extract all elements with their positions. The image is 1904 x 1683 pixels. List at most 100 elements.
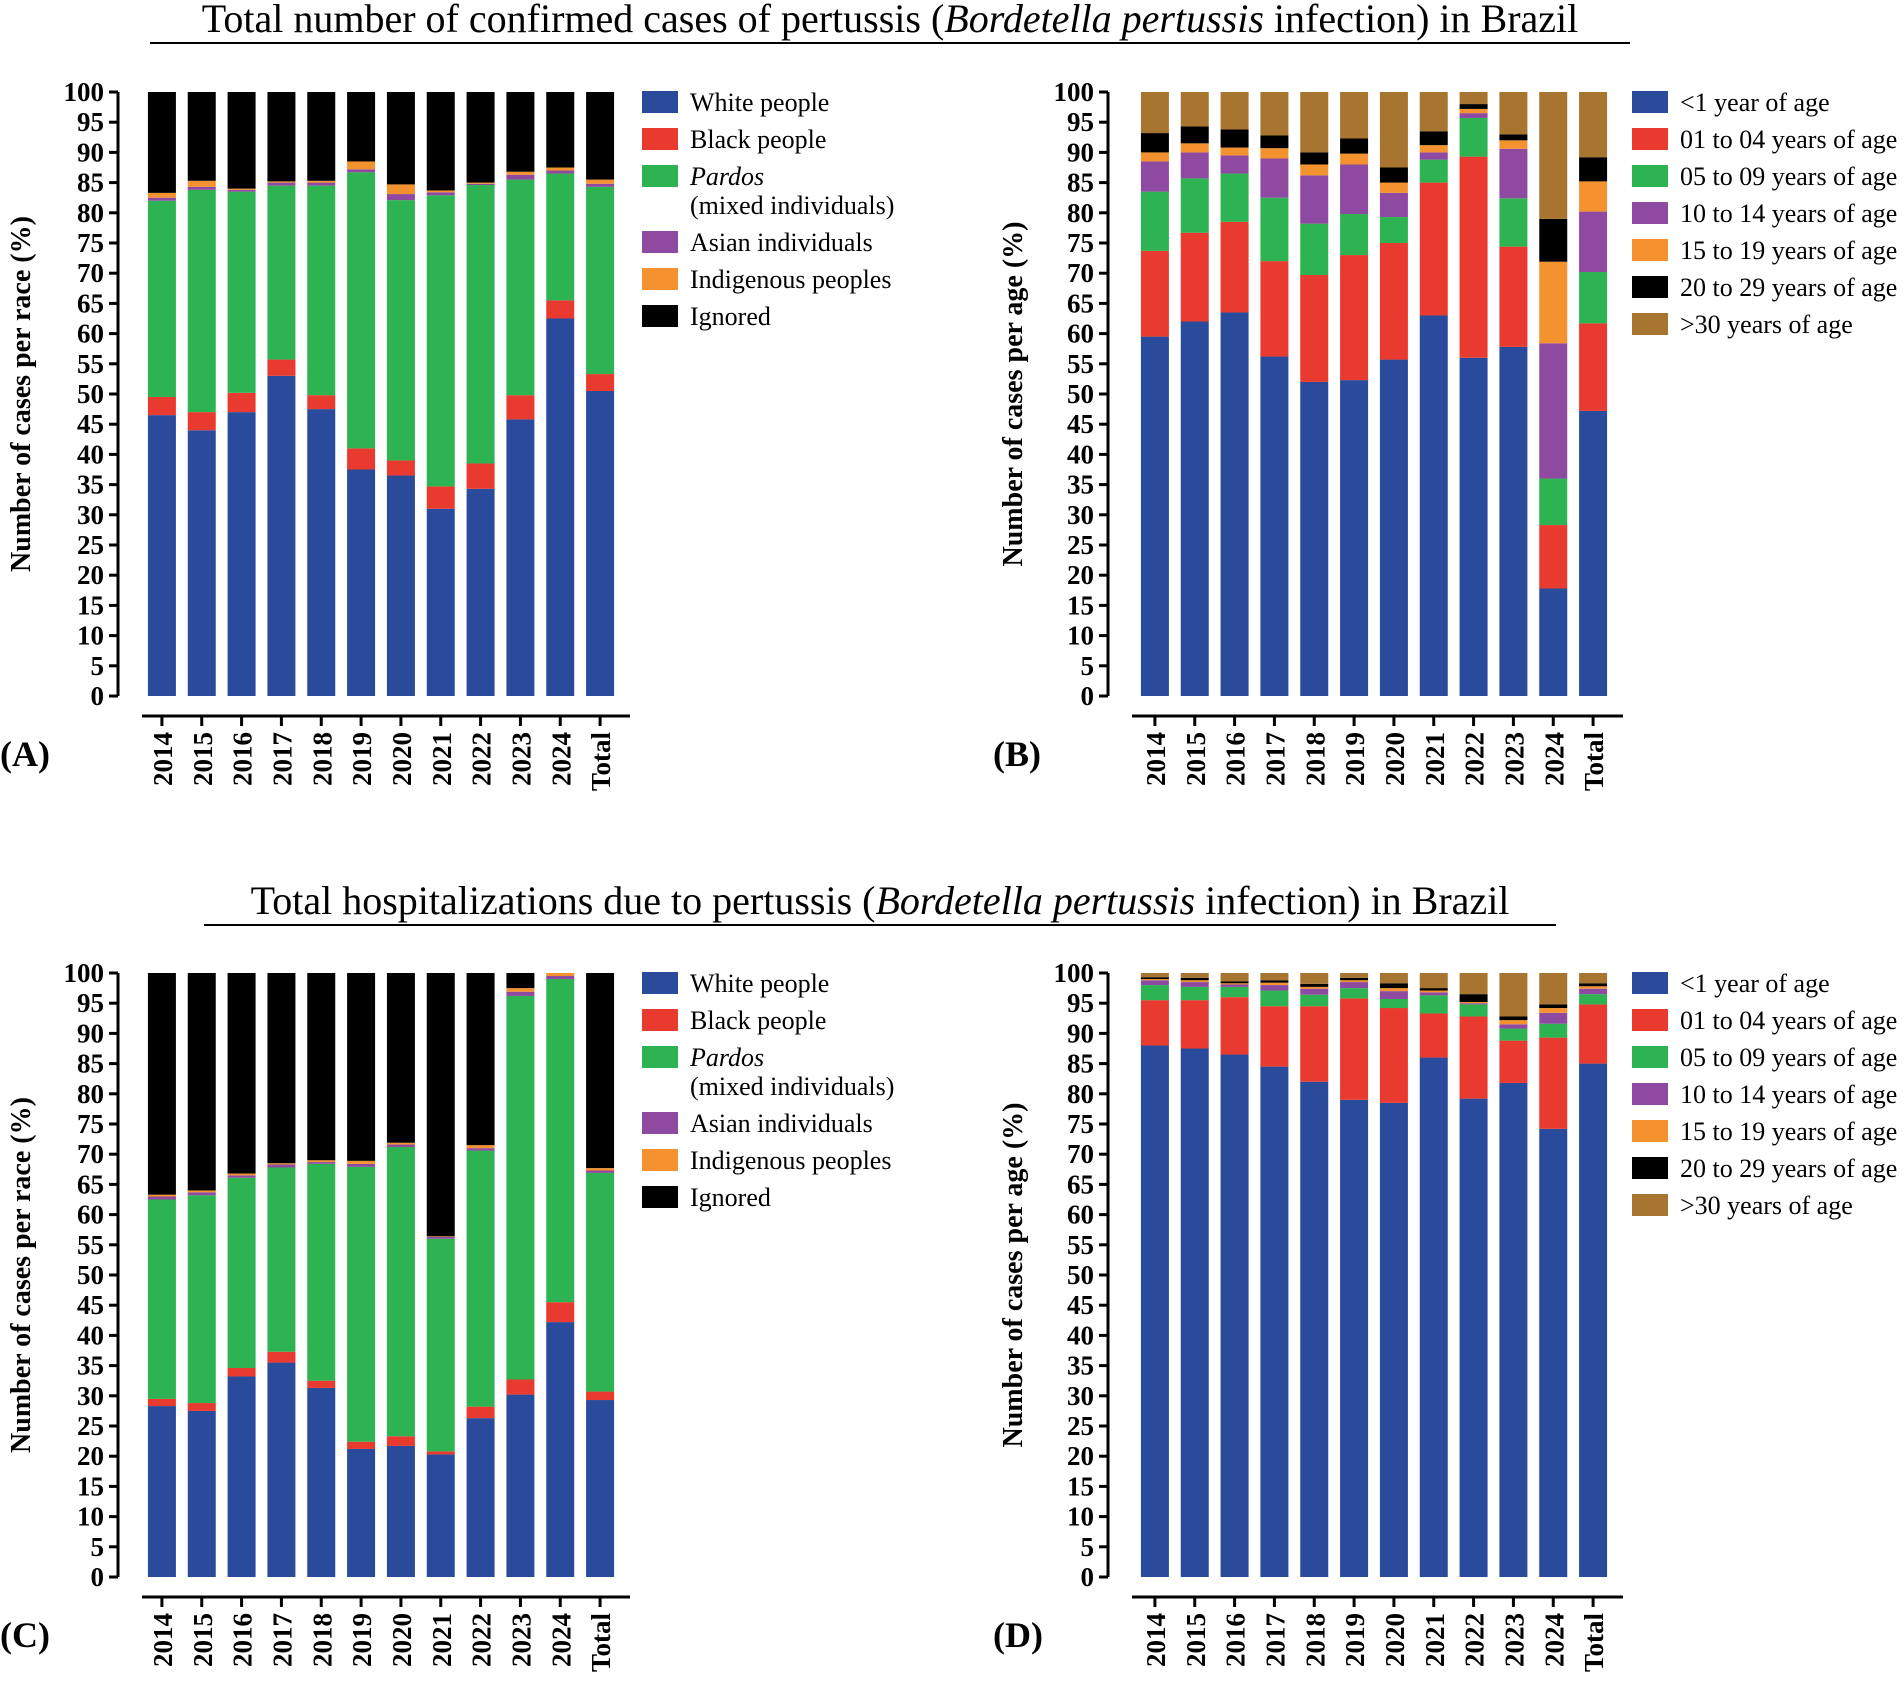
legend-swatch — [642, 1009, 678, 1031]
bar-segment — [187, 1190, 216, 1193]
legend-label: White people — [690, 969, 829, 998]
bar-segment — [1340, 988, 1369, 999]
x-tick-label: 2015 — [1181, 732, 1211, 786]
bar-segment — [386, 1146, 415, 1437]
y-tick-label: 85 — [77, 168, 104, 198]
bar-segment — [147, 973, 176, 1195]
bar-segment — [187, 412, 216, 431]
bar-segment — [1459, 973, 1488, 995]
bar-segment — [1220, 92, 1249, 130]
bar-segment — [1379, 192, 1408, 218]
bar-segment — [1499, 148, 1528, 199]
bar-segment — [1340, 153, 1369, 165]
bar-segment — [1419, 315, 1448, 696]
x-tick-label: Total — [586, 732, 616, 792]
x-tick-label: 2024 — [546, 1613, 576, 1667]
bar-segment — [546, 979, 575, 1303]
y-tick-label: 75 — [77, 1109, 104, 1139]
y-tick-label: 95 — [1067, 107, 1094, 137]
y-tick-label: 35 — [1067, 1351, 1094, 1381]
y-tick-label: 30 — [1067, 500, 1094, 530]
bar-segment — [1140, 133, 1169, 153]
legend-swatch — [1632, 276, 1668, 298]
x-tick-label: 2023 — [506, 732, 536, 786]
bar-segment — [1260, 148, 1289, 159]
y-tick-label: 15 — [77, 590, 104, 620]
y-tick-label: 70 — [77, 1139, 104, 1169]
bar-segment — [1180, 126, 1209, 144]
y-tick-label: 45 — [1067, 409, 1094, 439]
legend-label: 15 to 19 years of age — [1680, 1117, 1897, 1146]
bar-segment — [1499, 1082, 1528, 1577]
bar-segment — [147, 197, 176, 201]
bar-segment — [1140, 250, 1169, 337]
bar-segment — [227, 92, 256, 189]
y-axis-label: Number of cases per age (%) — [998, 1102, 1029, 1447]
x-tick-label: 2021 — [427, 732, 457, 786]
legend-label: Indigenous peoples — [690, 265, 891, 294]
y-tick-label: 40 — [1067, 1320, 1094, 1350]
bar-segment — [386, 200, 415, 461]
bar-segment — [426, 486, 455, 509]
bar-segment — [227, 1175, 256, 1178]
legend-swatch — [642, 972, 678, 994]
bar-segment — [586, 186, 615, 375]
y-tick-label: 90 — [1067, 137, 1094, 167]
y-tick-label: 15 — [1067, 590, 1094, 620]
y-tick-label: 75 — [77, 228, 104, 258]
y-tick-label: 80 — [77, 1079, 104, 1109]
bar-segment — [586, 374, 615, 391]
bar-segment — [1539, 478, 1568, 526]
bar-segment — [586, 1170, 615, 1173]
legend-label-line2: (mixed individuals) — [690, 1072, 894, 1101]
x-tick-label: 2018 — [307, 732, 337, 786]
bar-segment — [1180, 1048, 1209, 1577]
bar-segment — [1419, 988, 1448, 991]
bottom-title-group: Total hospitalizations due to pertussis … — [204, 878, 1556, 926]
bar-segment — [227, 188, 256, 190]
bar-segment — [1499, 246, 1528, 347]
bar-segment — [187, 430, 216, 696]
legend-label: Ignored — [690, 302, 771, 331]
x-tick-label: 2020 — [387, 1613, 417, 1667]
bar-segment — [546, 318, 575, 696]
panel-label: (A) — [0, 734, 50, 774]
bar-segment — [1539, 588, 1568, 696]
bar-segment — [1180, 982, 1209, 987]
y-tick-label: 65 — [77, 288, 104, 318]
bar-segment — [1459, 1098, 1488, 1577]
bar-segment — [1579, 157, 1608, 182]
bar-segment — [1539, 343, 1568, 479]
x-tick-label: 2015 — [188, 732, 218, 786]
legend-label: Asian individuals — [690, 228, 873, 257]
bar-segment — [307, 182, 336, 186]
panel-label: (D) — [993, 1615, 1043, 1655]
y-tick-label: 70 — [77, 258, 104, 288]
bar-segment — [1419, 131, 1448, 146]
legend-swatch — [1632, 1157, 1668, 1179]
bar-segment — [1579, 271, 1608, 324]
x-tick-label: 2017 — [1260, 732, 1290, 786]
y-tick-label: 25 — [77, 530, 104, 560]
top-title: Total number of confirmed cases of pertu… — [202, 0, 1579, 41]
bar-segment — [1579, 92, 1608, 158]
bar-segment — [1539, 218, 1568, 262]
bar-segment — [546, 173, 575, 301]
bar-segment — [307, 1380, 336, 1388]
bar-segment — [1340, 998, 1369, 1100]
y-axis-label: Number of cases per race (%) — [6, 1097, 37, 1453]
y-tick-label: 60 — [77, 319, 104, 349]
bar-segment — [1539, 1012, 1568, 1024]
bar-segment — [187, 1192, 216, 1196]
y-tick-label: 55 — [77, 1230, 104, 1260]
bar-segment — [1499, 134, 1528, 141]
chart-race-cases: 0510152025303540455055606570758085909510… — [0, 77, 894, 791]
bar-segment — [187, 973, 216, 1191]
bar-segment — [307, 395, 336, 410]
bar-segment — [1220, 973, 1249, 982]
x-tick-label: 2015 — [1181, 1613, 1211, 1667]
bar-segment — [1579, 1063, 1608, 1577]
x-tick-label: 2017 — [267, 732, 297, 786]
bar-segment — [1499, 1024, 1528, 1029]
